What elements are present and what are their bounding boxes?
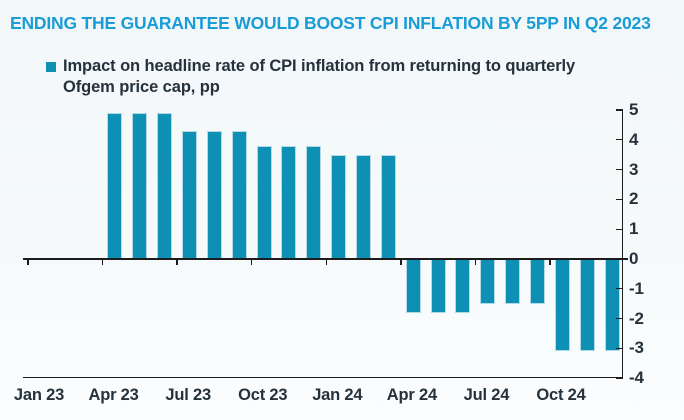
y-tick-4 xyxy=(616,139,623,141)
y-tick--1 xyxy=(616,288,623,290)
y-axis-label-2: 2 xyxy=(629,189,639,209)
x-axis-label-jan-24: Jan 24 xyxy=(312,386,363,404)
plot-bottom-border xyxy=(23,376,623,378)
bar-sep-23 xyxy=(231,130,247,259)
y-tick-3 xyxy=(616,169,623,171)
bar-may-23 xyxy=(132,112,148,259)
x-tick-apr-23 xyxy=(101,259,104,265)
y-axis-label-5: 5 xyxy=(629,100,639,119)
x-tick-jan-24 xyxy=(325,259,328,265)
y-axis-label--4: -4 xyxy=(629,368,644,388)
y-axis-label-4: 4 xyxy=(629,129,639,149)
bar-oct-23 xyxy=(256,145,272,259)
chart-legend: Impact on headline rate of CPI inflation… xyxy=(46,56,631,97)
x-tick-jul-23 xyxy=(176,259,178,265)
bar-feb-24 xyxy=(356,154,372,259)
bar-sep-24 xyxy=(530,259,546,304)
x-axis-label-oct-23: Oct 23 xyxy=(238,386,288,404)
y-tick-2 xyxy=(616,198,623,200)
bar-oct-24 xyxy=(554,259,570,352)
bar-apr-23 xyxy=(107,112,123,259)
x-axis-label-apr-23: Apr 23 xyxy=(88,386,139,404)
x-axis-label-apr-24: Apr 24 xyxy=(386,386,437,404)
bar-may-24 xyxy=(430,259,446,313)
x-axis-label-oct-24: Oct 24 xyxy=(536,386,586,404)
y-axis-label-3: 3 xyxy=(629,159,639,179)
y-axis-label-1: 1 xyxy=(629,219,639,239)
x-axis-label-jul-24: Jul 24 xyxy=(463,386,510,404)
x-axis-label-jan-23: Jan 23 xyxy=(13,386,65,404)
y-tick--3 xyxy=(616,347,623,349)
bar-nov-23 xyxy=(281,145,297,259)
x-tick-oct-24 xyxy=(549,259,551,265)
bar-jun-24 xyxy=(455,259,471,313)
bar-apr-24 xyxy=(405,259,421,313)
y-axis-label--2: -2 xyxy=(629,308,644,328)
x-tick-jan-23 xyxy=(27,259,29,265)
bar-dec-24 xyxy=(604,259,620,352)
bar-dec-23 xyxy=(306,145,322,259)
bar-jul-24 xyxy=(480,259,496,304)
y-axis-line xyxy=(621,110,623,378)
plot-area xyxy=(23,109,628,379)
bar-aug-24 xyxy=(505,259,521,304)
bar-jun-23 xyxy=(157,112,173,259)
y-axis-label--3: -3 xyxy=(629,338,644,358)
x-tick-oct-23 xyxy=(250,259,253,265)
y-axis-label--1: -1 xyxy=(629,278,644,298)
chart-title: ENDING THE GUARANTEE WOULD BOOST CPI INF… xyxy=(10,13,651,33)
x-tick-apr-24 xyxy=(400,259,402,265)
x-axis-label-jul-23: Jul 23 xyxy=(165,386,211,404)
y-tick-0 xyxy=(616,258,623,260)
bar-jul-23 xyxy=(182,130,198,259)
legend-square-icon xyxy=(46,62,56,72)
bar-jan-24 xyxy=(331,154,347,259)
y-tick--4 xyxy=(616,377,623,379)
y-tick--2 xyxy=(616,318,623,320)
bar-nov-24 xyxy=(579,259,595,352)
y-tick-1 xyxy=(616,228,623,230)
y-tick-5 xyxy=(616,109,623,111)
y-axis-label-0: 0 xyxy=(629,249,639,268)
bar-mar-24 xyxy=(380,154,396,259)
legend-label: Impact on headline rate of CPI inflation… xyxy=(63,57,576,96)
bar-aug-23 xyxy=(206,130,222,259)
x-tick-jul-24 xyxy=(474,259,477,265)
x-axis-zero-line xyxy=(23,258,628,260)
